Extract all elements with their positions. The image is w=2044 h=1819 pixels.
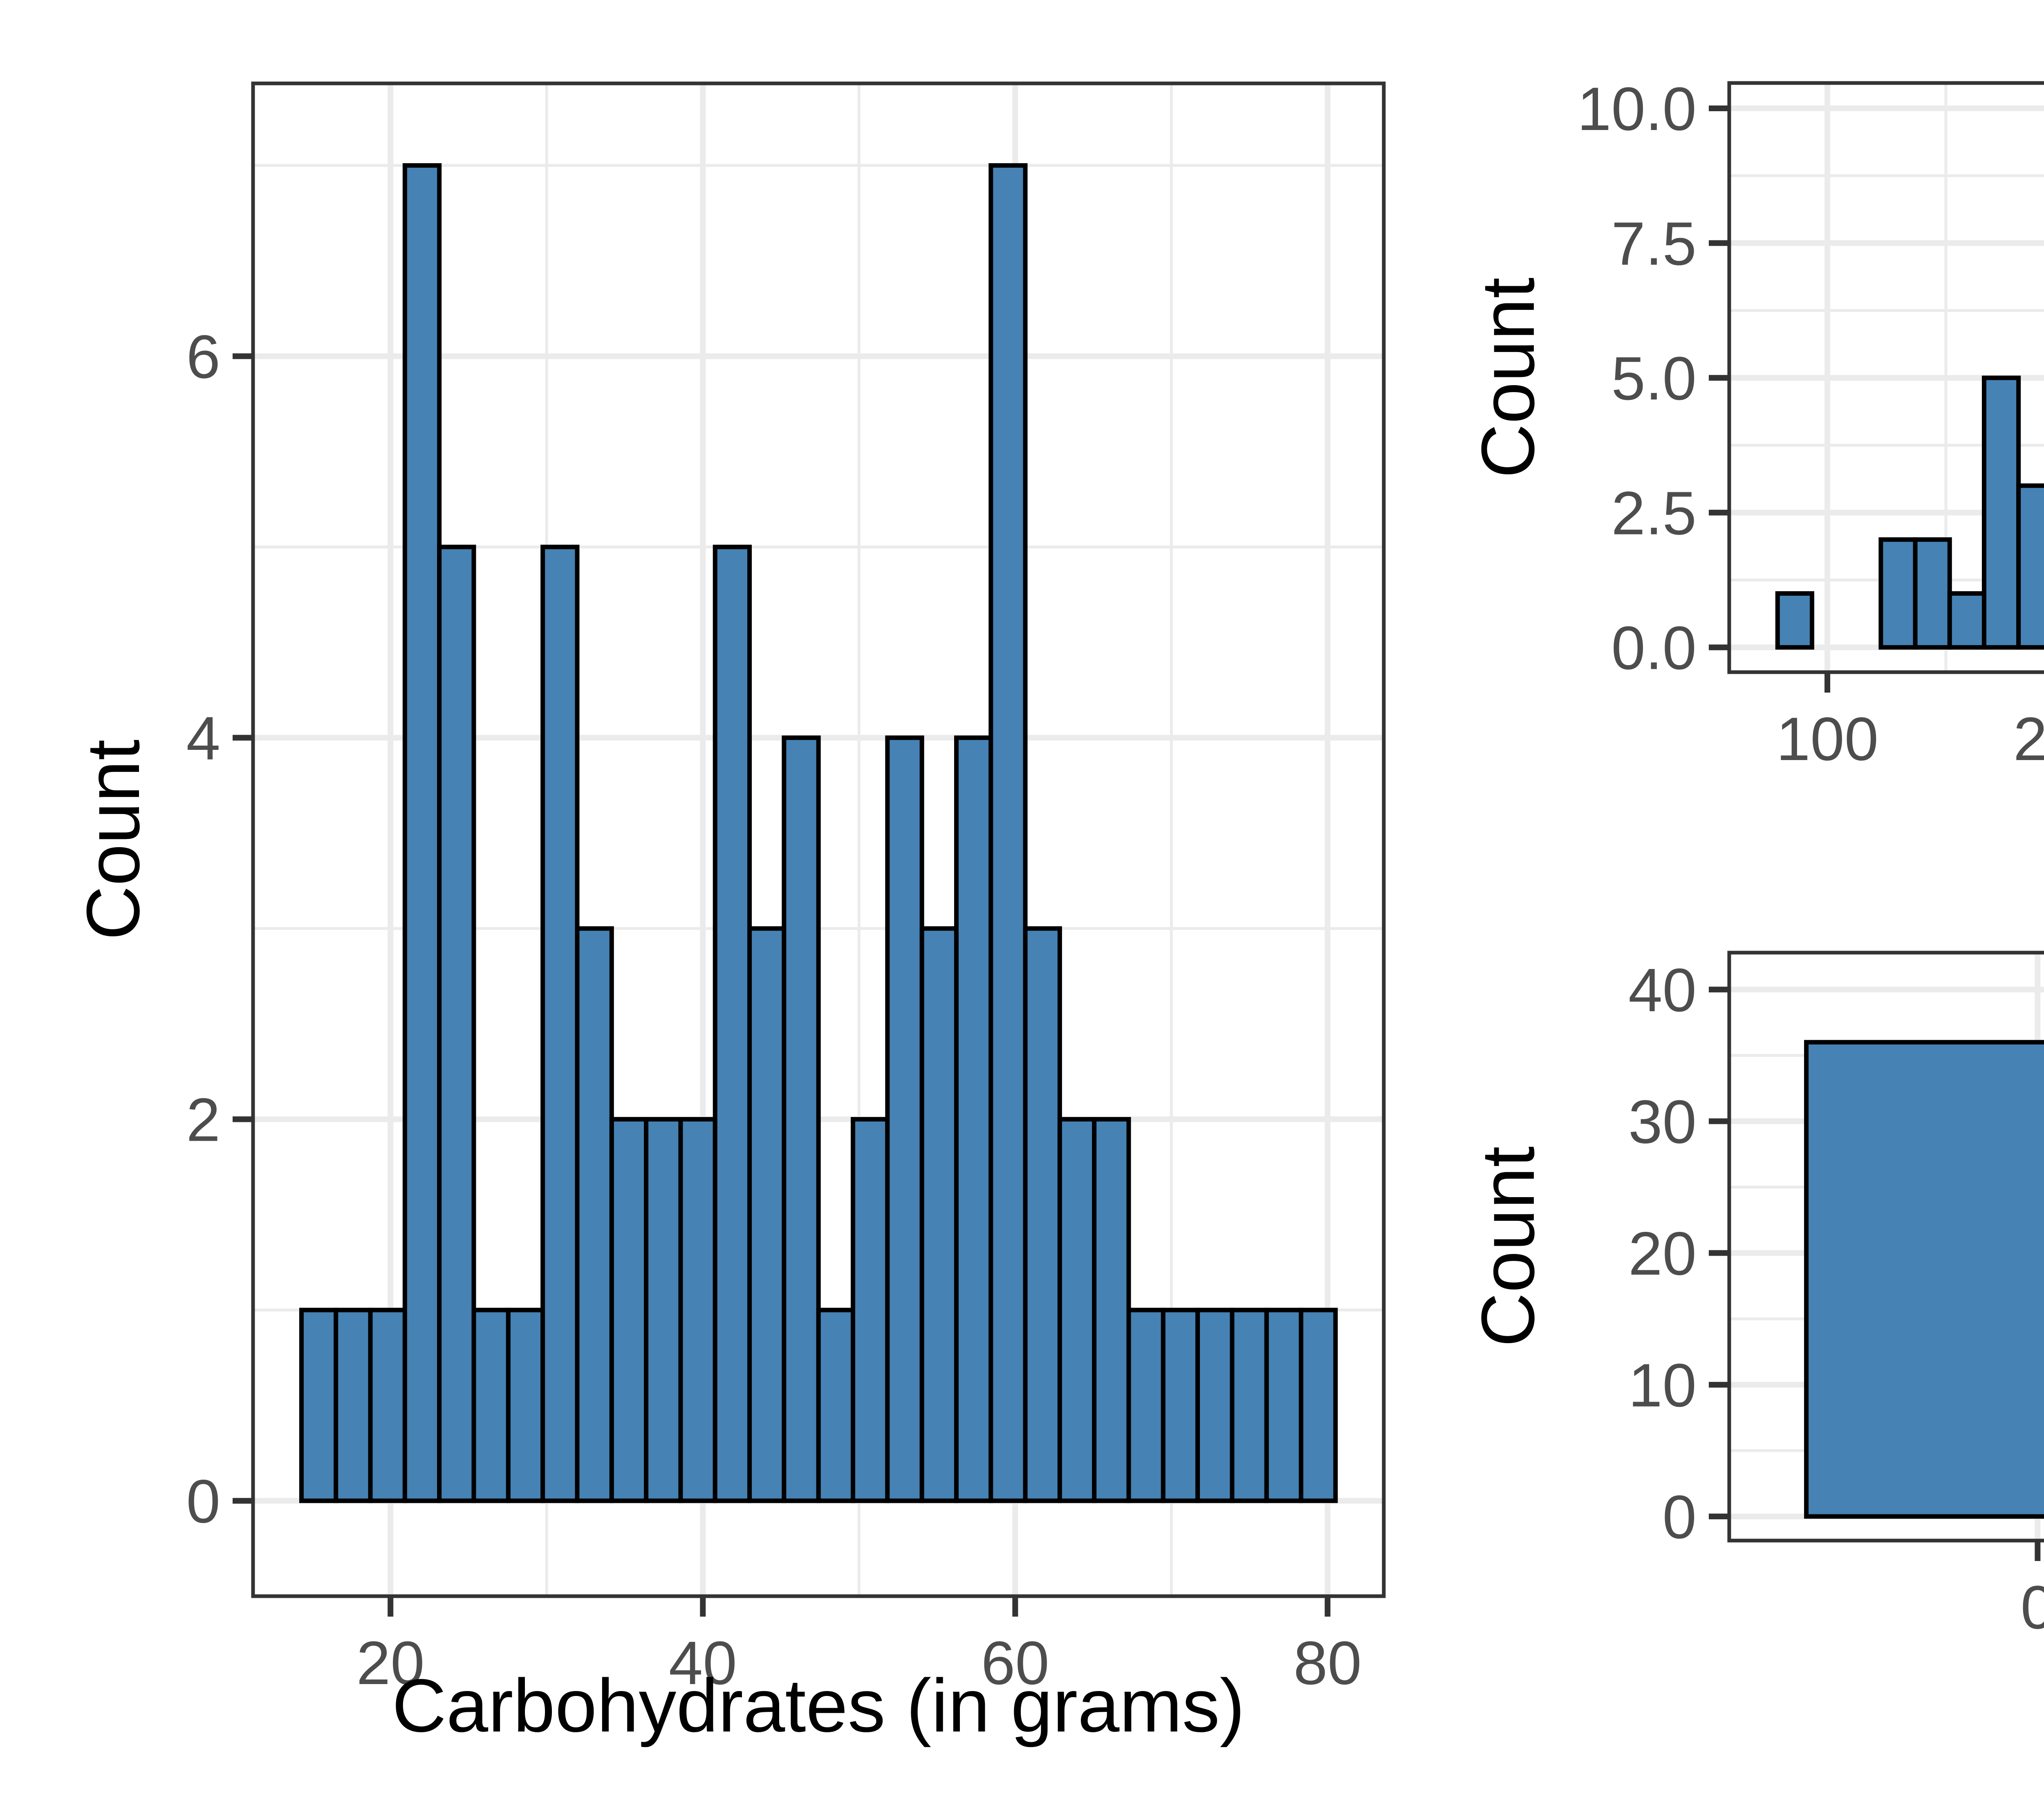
calories-bar: [1947, 591, 1986, 650]
bakery-y-tick-label: 30: [1628, 1087, 1697, 1156]
calories-bar: [1775, 591, 1814, 650]
carbs-bar: [851, 1117, 890, 1503]
carbs-bar: [1092, 1117, 1131, 1503]
carbs-bar: [747, 926, 787, 1503]
carbs-y-tick-label: 2: [186, 1086, 220, 1154]
carbs-bar: [299, 1308, 338, 1503]
calories-ticks: 0.02.55.07.510.0100200300400500: [1577, 74, 2044, 773]
carbs-bar: [540, 545, 580, 1503]
bakery-y-axis-title: Count: [1466, 1146, 1550, 1347]
bakery-bar-0: [1804, 1040, 2044, 1519]
carbs-bar: [1126, 1308, 1165, 1503]
carbs-x-tick-label: 20: [356, 1628, 425, 1697]
carbs-bar: [644, 1117, 683, 1503]
carbs-bars: [299, 163, 1338, 1503]
carbs-y-tick-label: 4: [186, 704, 220, 772]
calories-bars: [1775, 375, 2044, 650]
carbs-x-tick-label: 80: [1293, 1628, 1362, 1697]
carbs-bar: [1264, 1308, 1304, 1503]
carbs-bar: [506, 1308, 545, 1503]
calories-y-tick-label: 10.0: [1577, 74, 1697, 143]
bakery-bars: [1804, 1040, 2044, 1519]
bakery-y-tick-label: 40: [1628, 955, 1697, 1024]
carbs-bar: [816, 1308, 856, 1503]
carbs-bar: [919, 926, 959, 1503]
carbs-bar: [782, 735, 821, 1503]
calories-x-tick-label: 200: [2013, 704, 2044, 773]
carbs-bar: [988, 163, 1028, 1503]
carbs-bar: [954, 735, 993, 1503]
calories-y-tick-label: 7.5: [1611, 209, 1697, 278]
carbs-bar: [1230, 1308, 1269, 1503]
calories-y-tick-label: 0.0: [1611, 613, 1697, 682]
bakery-y-tick-label: 10: [1628, 1351, 1697, 1420]
carbs-bar: [1023, 926, 1062, 1503]
carbs-bar: [1195, 1308, 1235, 1503]
carbs-y-axis-title: Count: [71, 740, 155, 940]
calories-bar: [1913, 537, 1952, 650]
carbs-bar: [437, 545, 476, 1503]
carbs-bar: [334, 1308, 373, 1503]
carbs-x-tick-label: 40: [669, 1628, 737, 1697]
carbs-bar: [402, 163, 442, 1503]
calories-histogram-panel: 0.02.55.07.510.0100200300400500 Calories…: [1466, 74, 2044, 773]
bakery-ticks: 01020304001: [1628, 955, 2044, 1642]
calories-y-axis-title: Count: [1466, 278, 1550, 478]
carbs-panel-border: [251, 81, 1386, 1598]
bakery-y-tick-label: 0: [1663, 1483, 1697, 1551]
calories-bar: [1981, 375, 2021, 650]
carbs-bar: [471, 1308, 511, 1503]
bakery-panel-border: [1727, 951, 2044, 1543]
carbs-bar: [575, 926, 614, 1503]
carbs-x-axis-title: Carbohydrates (in grams): [392, 1663, 1245, 1747]
calories-y-tick-label: 2.5: [1611, 479, 1697, 547]
carbs-bar: [1161, 1308, 1200, 1503]
bakery-bar-panel: 01020304001 Bakery Item Count: [1466, 951, 2044, 1642]
carbs-bar: [1057, 1117, 1097, 1503]
bakery-y-tick-label: 20: [1628, 1219, 1697, 1288]
carbs-bar: [368, 1308, 407, 1503]
carbs-y-tick-label: 0: [186, 1467, 220, 1536]
carbs-ticks: 0 2 4 6 20 40 60 80: [186, 322, 1362, 1697]
carbs-bar: [713, 545, 752, 1503]
carbs-bar: [1299, 1308, 1338, 1503]
carbs-bar: [609, 1117, 649, 1503]
carbs-x-tick-label: 60: [981, 1628, 1049, 1697]
carbs-histogram-panel: 0 2 4 6 20 40 60 80 Carbohydrates (in grams) Co…: [71, 81, 1386, 1747]
calories-x-tick-label: 100: [1776, 704, 1878, 773]
bakery-x-tick-label: 0: [2021, 1573, 2044, 1642]
carbs-bar: [885, 735, 924, 1503]
carbs-y-tick-label: 6: [186, 322, 220, 391]
carbs-bar: [678, 1117, 717, 1503]
calories-y-tick-label: 5.0: [1611, 344, 1697, 413]
calories-bar: [2016, 483, 2044, 650]
calories-bar: [1878, 537, 1918, 650]
